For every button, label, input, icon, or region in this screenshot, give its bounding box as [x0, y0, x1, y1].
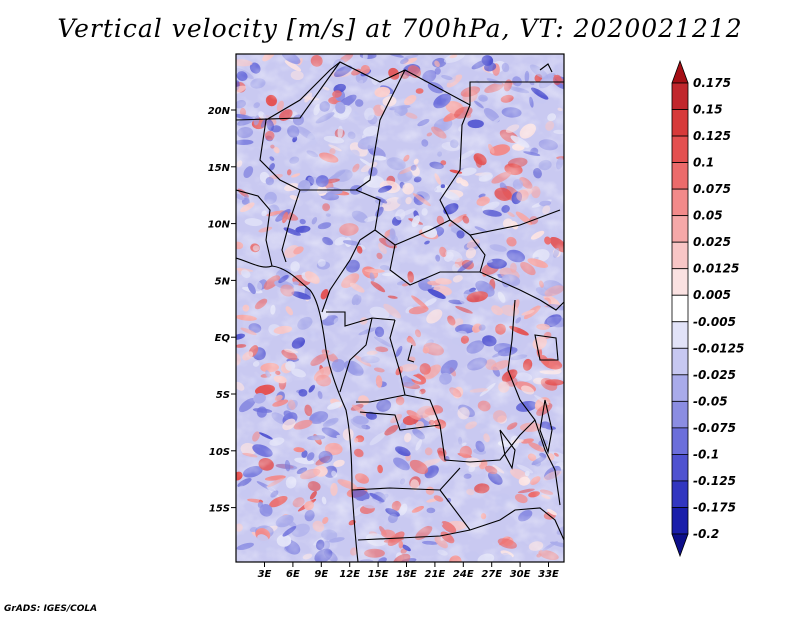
- colorbar-bottom-extend: [671, 533, 689, 558]
- colorbar-label: 0.05: [693, 209, 723, 223]
- lat-tick-label: 10S: [209, 447, 230, 458]
- colorbar-cell: [671, 82, 689, 110]
- colorbar-cell: [671, 454, 689, 482]
- colorbar-cell: [671, 321, 689, 349]
- lon-tick-label: 33E: [538, 569, 559, 580]
- colorbar: 0.175 0.15 0.125 0.1 0.075 0.05 0.025 0.0125 0.0…: [671, 59, 744, 558]
- lat-tick-label: 10N: [208, 220, 231, 231]
- lat-tick-label: 20N: [208, 106, 231, 117]
- lat-tick-label: 5N: [215, 276, 231, 287]
- colorbar-label: -0.125: [693, 474, 736, 488]
- map-frame: [235, 53, 565, 563]
- longitude-axis: 3E 6E 9E 12E 15E 18E 21E 24E 27E 30E 33E: [258, 562, 559, 580]
- colorbar-label: -0.075: [693, 421, 736, 435]
- colorbar-cell: [671, 294, 689, 323]
- colorbar-label: -0.005: [693, 315, 736, 329]
- lat-tick-label: 15N: [208, 163, 231, 174]
- colorbar-cell: [671, 374, 689, 402]
- map-title: Vertical velocity [m/s] at 700hPa, VT: 2…: [57, 14, 743, 43]
- colorbar-cell: [671, 480, 689, 508]
- lon-tick-label: 15E: [368, 569, 389, 580]
- colorbar-label: -0.175: [693, 501, 736, 515]
- grads-credit: GrADS: IGES/COLA: [4, 604, 98, 614]
- colorbar-label: -0.025: [693, 368, 736, 382]
- colorbar-label: -0.2: [693, 527, 719, 541]
- lon-tick-label: 30E: [510, 569, 531, 580]
- colorbar-label: 0.15: [693, 103, 723, 117]
- colorbar-label: 0.075: [693, 182, 731, 196]
- colorbar-cell: [671, 215, 689, 243]
- colorbar-label: 0.0125: [693, 262, 739, 276]
- colorbar-label: 0.125: [693, 129, 731, 143]
- colorbar-label: 0.1: [693, 156, 714, 170]
- colorbar-cell: [671, 162, 689, 190]
- colorbar-label: 0.005: [693, 288, 731, 302]
- latitude-axis: 20N 15N 10N 5N EQ 5S 10S 15S: [208, 106, 236, 515]
- colorbar-cell: [671, 347, 689, 376]
- lon-tick-label: 3E: [258, 569, 272, 580]
- colorbar-label: -0.05: [693, 394, 728, 408]
- colorbar-cell: [671, 135, 689, 163]
- colorbar-cell: [671, 241, 689, 270]
- lat-tick-label: 5S: [216, 390, 230, 401]
- colorbar-cell: [671, 109, 689, 137]
- colorbar-label: -0.1: [693, 447, 719, 461]
- colorbar-cell: [671, 507, 689, 535]
- colorbar-cell: [671, 400, 689, 429]
- lon-tick-label: 27E: [481, 569, 502, 580]
- lon-tick-label: 6E: [286, 569, 300, 580]
- colorbar-cell: [671, 427, 689, 455]
- lat-tick-label: 15S: [209, 504, 230, 515]
- colorbar-cell: [671, 188, 689, 217]
- lon-tick-label: 24E: [453, 569, 474, 580]
- country-borders: [236, 61, 564, 562]
- lon-tick-label: 12E: [339, 569, 360, 580]
- lon-tick-label: 18E: [396, 569, 417, 580]
- colorbar-top-extend: [671, 59, 689, 84]
- colorbar-label: 0.175: [693, 76, 731, 90]
- vertical-velocity-field: [236, 54, 564, 562]
- colorbar-cell: [671, 268, 689, 296]
- colorbar-label: 0.025: [693, 235, 731, 249]
- lon-tick-label: 9E: [314, 569, 328, 580]
- lon-tick-label: 21E: [425, 569, 446, 580]
- colorbar-label: -0.0125: [693, 341, 744, 355]
- lat-tick-label: EQ: [215, 333, 231, 344]
